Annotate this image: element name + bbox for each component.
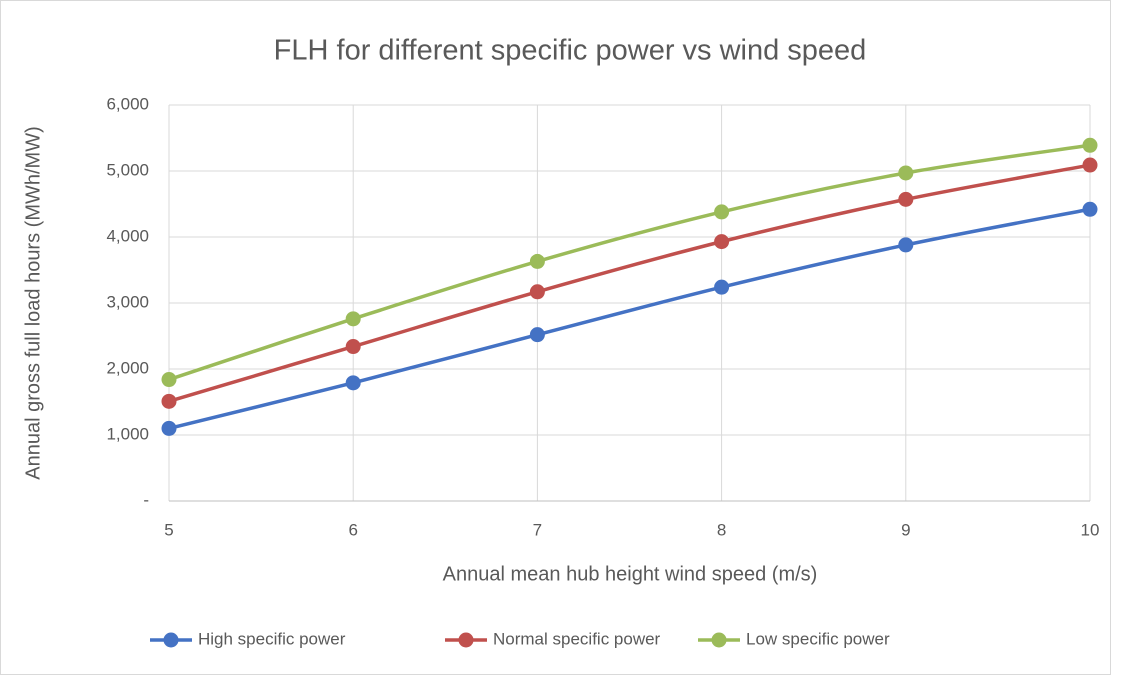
y-tick-label: - [143,490,149,509]
data-point [714,234,730,250]
legend-marker [458,632,474,648]
data-point [898,165,914,181]
x-tick-label: 9 [901,520,910,539]
legend-label: Normal specific power [493,629,661,648]
legend-marker [711,632,727,648]
data-point [1082,137,1098,153]
y-axis-label: Annual gross full load hours (MWh/MW) [22,126,44,479]
data-point [898,237,914,253]
data-point [161,393,177,409]
y-tick-label: 4,000 [106,226,149,245]
x-tick-label: 8 [717,520,726,539]
data-point [161,420,177,436]
x-tick-label: 7 [533,520,542,539]
data-point [714,279,730,295]
y-tick-label: 2,000 [106,358,149,377]
y-tick-label: 6,000 [106,94,149,113]
x-axis-label: Annual mean hub height wind speed (m/s) [443,563,818,585]
series-line [168,207,1091,431]
legend-label: High specific power [198,629,346,648]
x-tick-label: 5 [164,520,173,539]
data-point [529,284,545,300]
legend-label: Low specific power [746,629,890,648]
data-point [345,311,361,327]
data-point [345,339,361,355]
legend-marker [163,632,179,648]
data-point [529,327,545,343]
data-point [161,372,177,388]
x-tick-label: 6 [348,520,357,539]
data-point [529,253,545,269]
data-point [714,204,730,220]
data-point [1082,157,1098,173]
series-line [168,163,1091,404]
series-line [168,143,1091,382]
y-tick-label: 1,000 [106,424,149,443]
x-tick-label: 10 [1081,520,1100,539]
y-tick-label: 5,000 [106,160,149,179]
y-tick-label: 3,000 [106,292,149,311]
data-point [898,191,914,207]
data-point [345,375,361,391]
chart-title: FLH for different specific power vs wind… [274,35,867,67]
data-point [1082,201,1098,217]
